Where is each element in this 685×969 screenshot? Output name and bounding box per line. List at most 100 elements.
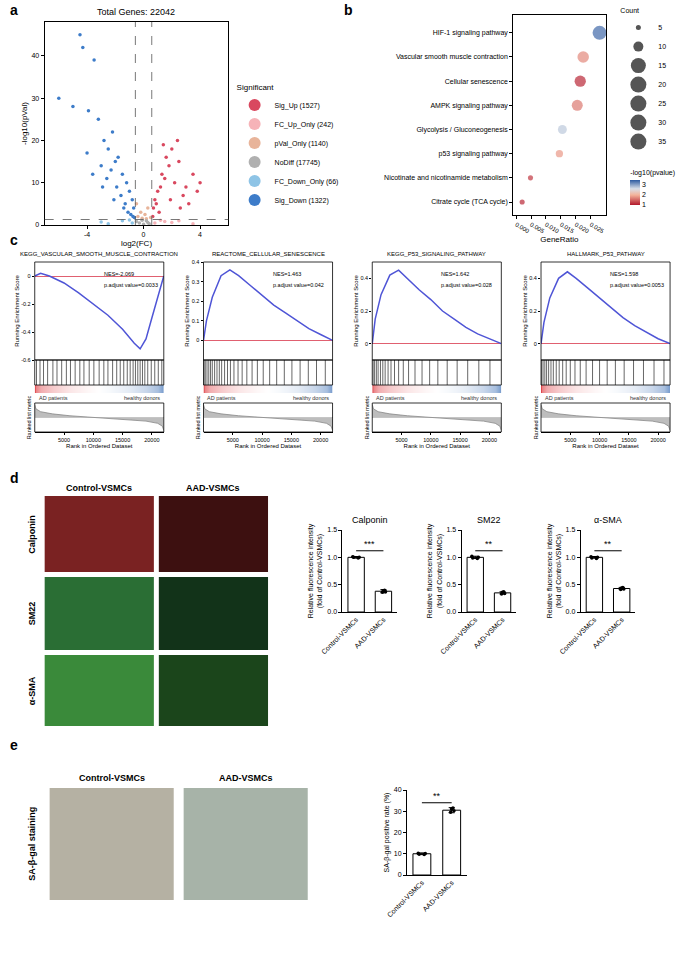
svg-text:0.025: 0.025 [589,221,606,234]
svg-text:Relative fluorescence intensit: Relative fluorescence intensity(fold of … [546,523,563,618]
svg-text:AAD-VSMCs: AAD-VSMCs [421,879,455,913]
svg-text:20: 20 [658,81,666,88]
svg-text:15000: 15000 [621,437,636,443]
svg-text:KEGG_P53_SIGNALING_PATHWAY: KEGG_P53_SIGNALING_PATHWAY [387,251,486,257]
svg-text:1.5: 1.5 [327,526,337,533]
svg-text:0: 0 [35,221,39,228]
svg-text:4: 4 [198,231,202,238]
svg-text:15: 15 [658,62,666,69]
svg-text:Calponin: Calponin [352,515,388,525]
svg-text:AD patients: AD patients [376,395,405,401]
svg-text:d: d [10,470,19,486]
svg-text:GeneRatio: GeneRatio [540,235,579,244]
svg-text:0.1: 0.1 [192,318,200,324]
svg-text:α-SMA: α-SMA [594,515,622,525]
svg-text:FC_Up_Only (242): FC_Up_Only (242) [275,121,334,129]
svg-text:Ranked list metric: Ranked list metric [364,395,370,439]
svg-text:5000: 5000 [395,437,407,443]
svg-text:HALLMARK_P53_PATHWAY: HALLMARK_P53_PATHWAY [567,251,645,257]
svg-text:40: 40 [31,52,39,59]
svg-text:0: 0 [28,273,31,279]
svg-text:15000: 15000 [452,437,467,443]
svg-text:AD patients: AD patients [207,395,236,401]
svg-text:Running Enrichment Score: Running Enrichment Score [522,274,528,346]
svg-text:0: 0 [398,871,402,878]
svg-text:20000: 20000 [482,437,497,443]
svg-text:Sig_Up (1527): Sig_Up (1527) [275,102,320,110]
svg-text:-log10(pVal): -log10(pVal) [20,102,29,145]
svg-text:30: 30 [658,119,666,126]
svg-text:0.2: 0.2 [192,298,200,304]
svg-text:0.010: 0.010 [544,221,561,234]
svg-text:40: 40 [394,786,402,793]
svg-text:20: 20 [31,137,39,144]
svg-text:0.4: 0.4 [192,259,200,265]
svg-text:1.5: 1.5 [566,526,576,533]
svg-text:0.0: 0.0 [446,608,456,615]
svg-text:p.adjust value=0.042: p.adjust value=0.042 [273,282,324,288]
svg-text:0: 0 [142,231,146,238]
svg-text:Ranked list metric: Ranked list metric [26,395,32,439]
svg-text:b: b [344,2,353,18]
svg-text:healthy donors: healthy donors [630,395,666,401]
svg-text:0.5: 0.5 [566,581,576,588]
svg-text:FC_Down_Only (66): FC_Down_Only (66) [275,178,339,186]
svg-text:20000: 20000 [650,437,665,443]
svg-text:SA-β-gal positive rate (%): SA-β-gal positive rate (%) [383,793,391,873]
svg-text:15000: 15000 [284,437,299,443]
svg-text:pVal_Only (1140): pVal_Only (1140) [275,140,328,148]
svg-text:log2(FC): log2(FC) [121,239,152,248]
svg-text:REACTOME_CELLULAR_SENESCENCE: REACTOME_CELLULAR_SENESCENCE [212,251,325,257]
svg-text:p53 signaling pathway: p53 signaling pathway [439,150,509,158]
svg-text:Control-VSMCs: Control-VSMCs [66,483,132,493]
svg-text:Significant: Significant [237,83,275,92]
svg-text:25: 25 [658,100,666,107]
svg-text:-log10(pvalue): -log10(pvalue) [630,169,675,177]
svg-text:***: *** [364,539,375,549]
svg-text:35: 35 [658,138,666,145]
svg-text:Control-VSMCs: Control-VSMCs [320,616,360,656]
svg-text:c: c [10,232,18,248]
svg-text:AAD-VSMCs: AAD-VSMCs [219,773,273,783]
svg-text:2: 2 [642,191,646,198]
svg-text:Rank in Ordered Dataset: Rank in Ordered Dataset [235,443,302,449]
svg-text:0.4: 0.4 [529,275,537,281]
svg-text:α-SMA: α-SMA [27,676,37,705]
svg-text:Rank in Ordered Dataset: Rank in Ordered Dataset [404,443,471,449]
svg-text:0.0: 0.0 [566,608,576,615]
svg-text:healthy donors: healthy donors [124,395,160,401]
svg-text:NES=1.463: NES=1.463 [273,271,301,277]
svg-text:Control-VSMCs: Control-VSMCs [386,879,426,919]
svg-text:HIF-1 signaling pathway: HIF-1 signaling pathway [433,29,509,37]
svg-text:10000: 10000 [592,437,607,443]
svg-text:1: 1 [642,201,646,208]
svg-text:AMPK signaling pathway: AMPK signaling pathway [430,102,508,110]
svg-text:20: 20 [394,829,402,836]
svg-text:0: 0 [196,337,199,343]
svg-text:1.0: 1.0 [566,554,576,561]
svg-text:Running Enrichment Score: Running Enrichment Score [184,274,190,346]
svg-text:Sig_Down (1322): Sig_Down (1322) [275,197,329,205]
svg-text:-4: -4 [84,231,90,238]
svg-text:10000: 10000 [254,437,269,443]
svg-text:Total Genes: 22042: Total Genes: 22042 [97,7,175,17]
svg-text:0.005: 0.005 [529,221,546,234]
svg-text:30: 30 [31,95,39,102]
svg-text:AAD-VSMCs: AAD-VSMCs [186,483,240,493]
svg-text:p.adjust value=0.028: p.adjust value=0.028 [441,282,492,288]
svg-text:0.2: 0.2 [529,308,537,314]
svg-text:Relative fluorescence intensit: Relative fluorescence intensity(fold of … [426,523,443,618]
svg-text:15000: 15000 [115,437,130,443]
svg-text:5000: 5000 [564,437,576,443]
svg-text:-0.6: -0.6 [21,357,30,363]
svg-text:0.015: 0.015 [559,221,576,234]
svg-text:0.5: 0.5 [446,581,456,588]
svg-text:0.0: 0.0 [327,608,337,615]
svg-text:20000: 20000 [313,437,328,443]
svg-text:NoDiff (17745): NoDiff (17745) [275,159,320,167]
svg-text:5: 5 [658,24,662,31]
svg-text:healthy donors: healthy donors [461,395,497,401]
svg-text:SA-β-gal staining: SA-β-gal staining [27,807,37,881]
svg-text:**: ** [485,539,493,549]
svg-text:AD patients: AD patients [545,395,574,401]
